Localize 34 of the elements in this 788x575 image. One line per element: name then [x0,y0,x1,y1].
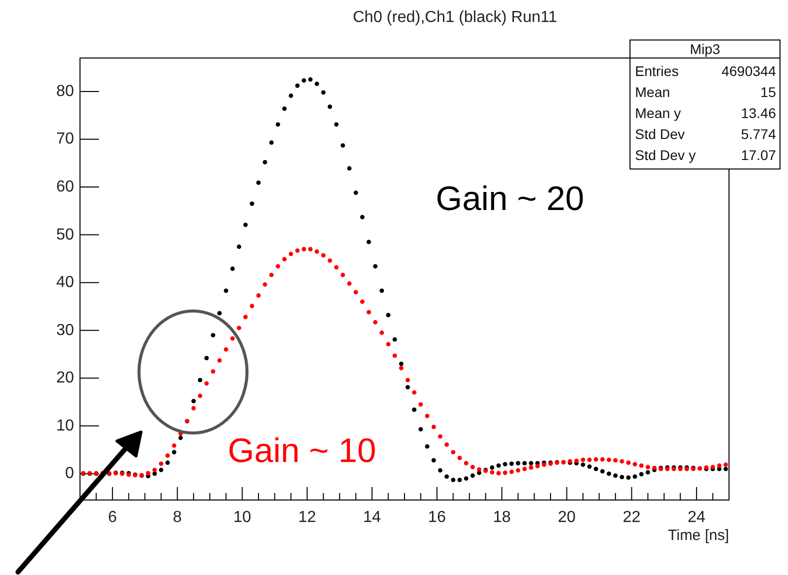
y-tick-label: 0 [65,465,74,482]
x-tick-label: 12 [298,509,316,526]
text: 17.07 [740,147,776,163]
y-tick-label: 80 [56,82,74,100]
annotation: Entries [635,63,679,79]
text: 13.46 [740,105,776,121]
y-tick-label: 60 [56,178,74,196]
x-tick-label: 20 [558,509,576,526]
y-tick-label: 30 [56,322,74,339]
x-axis-title: Time [ns] [668,527,729,544]
x-tick-label: 10 [233,509,252,526]
chart-title: Ch0 (red),Ch1 (black) Run11 [352,9,558,26]
annotation: Gain ~ 20 [436,180,584,218]
y-tick-label: 50 [56,226,74,244]
annotation: Mean y [635,105,681,121]
text: 5.774 [740,126,776,142]
annotation: Mean [635,84,670,100]
y-tick-label: 20 [56,370,74,387]
text: Mip3 [690,41,720,57]
y-tick-label: 10 [56,417,74,434]
y-tick-label: 70 [56,130,74,148]
y-tick-label: 40 [56,274,74,292]
x-tick-label: 22 [622,509,641,526]
x-tick-label: 8 [172,509,182,526]
x-tick-label: 6 [108,509,117,526]
x-tick-label: 24 [688,509,706,526]
x-tick-label: 18 [492,509,511,526]
annotation: Gain ~ 10 [228,432,376,470]
annotation: Std Dev y [635,147,696,163]
x-tick-label: 16 [428,509,446,526]
text: 15 [760,84,776,100]
x-tick-label: 14 [363,509,382,526]
annotation: Std Dev [635,126,685,142]
annotation: 4690344 [721,63,776,79]
